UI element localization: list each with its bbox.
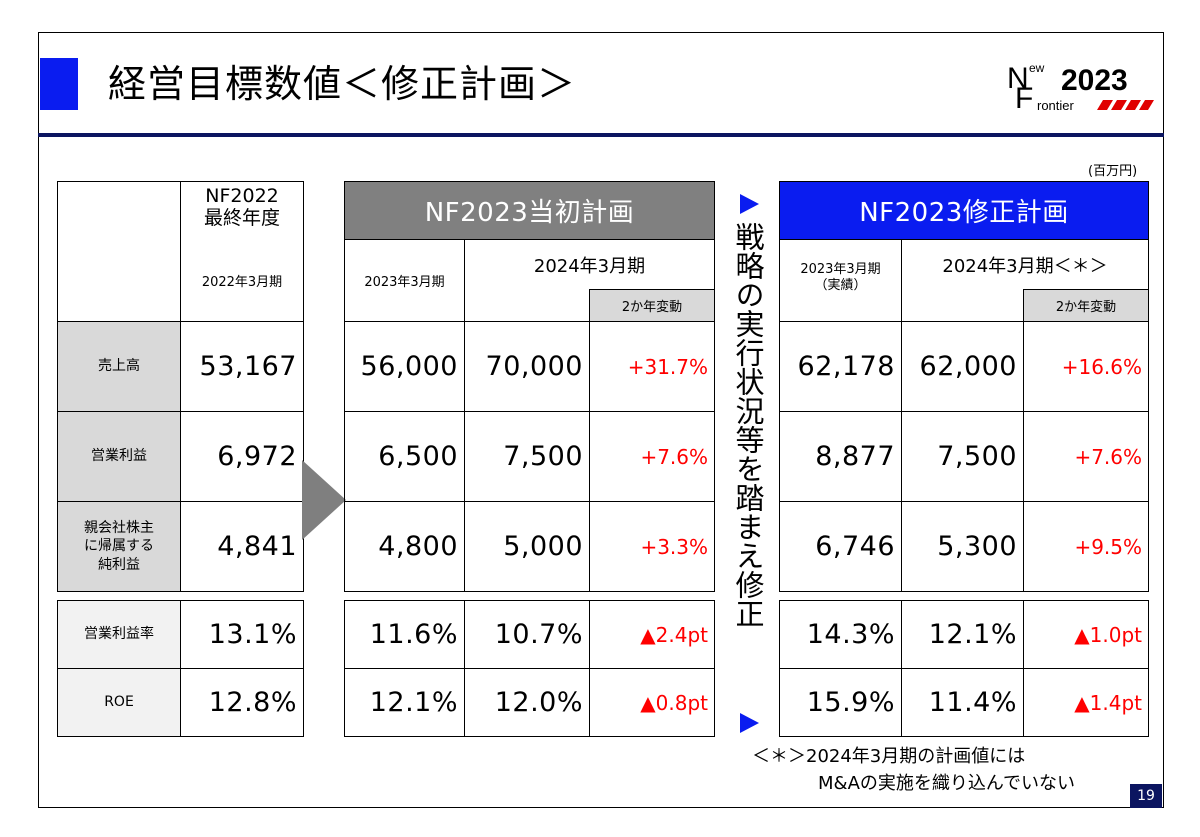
initial-sales-change: +31.7% <box>588 321 716 412</box>
logo-ew: ew <box>1029 61 1045 75</box>
initial-sales-2024: 70,000 <box>464 321 590 412</box>
title-rule <box>38 133 1164 137</box>
logo-f: F <box>1015 82 1033 114</box>
revised-op-profit-2024: 7,500 <box>901 411 1024 502</box>
revised-plan-ratio-table: 14.3% 12.1% ▲1.0pt 15.9% 11.4% ▲1.4pt <box>779 600 1149 737</box>
revised-plan-change-header: 2か年変動 <box>1022 289 1150 322</box>
initial-op-profit-change: +7.6% <box>588 411 716 502</box>
logo-stripe-1 <box>1097 100 1113 110</box>
initial-plan-blank-cell <box>464 289 590 322</box>
revised-roe-2024: 11.4% <box>901 668 1024 737</box>
unit-label: (百万円) <box>1088 164 1138 179</box>
initial-op-profit-2024: 7,500 <box>464 411 590 502</box>
initial-op-profit-2023: 6,500 <box>344 411 465 502</box>
revision-reason-vertical-text: 戦略の実行状況等を踏まえ修正 <box>731 222 765 628</box>
initial-net-profit-2023: 4,800 <box>344 501 465 592</box>
revised-roe-change: ▲1.4pt <box>1023 668 1149 737</box>
triangle-right-icon <box>740 194 759 214</box>
revised-net-profit-change: +9.5% <box>1022 501 1150 592</box>
initial-plan-ratio-table: 11.6% 10.7% ▲2.4pt 12.1% 12.0% ▲0.8pt <box>344 600 715 737</box>
title-accent-square <box>40 58 78 110</box>
initial-roe-change: ▲0.8pt <box>589 668 715 737</box>
nf2022-operating-profit: 6,972 <box>180 411 304 502</box>
nf2022-table: NF2022 最終年度 2022年3月期 売上高 53,167 営業利益 6,9… <box>57 181 304 592</box>
page-number: 19 <box>1130 784 1162 808</box>
nf2023-logo: N ew F 2023 rontier <box>1007 61 1154 114</box>
initial-net-profit-2024: 5,000 <box>464 501 590 592</box>
revised-sales-2023: 62,178 <box>779 321 902 412</box>
nf2022-roe: 12.8% <box>180 668 304 737</box>
revised-op-profit-change: +7.6% <box>1022 411 1150 502</box>
revised-sales-change: +16.6% <box>1022 321 1150 412</box>
initial-plan-col-2024: 2024年3月期 <box>463 239 716 290</box>
logo-stripe-3 <box>1125 100 1141 110</box>
nf2022-sales: 53,167 <box>180 321 304 412</box>
triangle-right-icon <box>740 713 759 733</box>
slide-frame <box>38 32 1164 808</box>
page-title: 経営目標数値＜修正計画＞ <box>108 62 577 106</box>
initial-roe-2023: 12.1% <box>344 668 465 737</box>
revised-net-profit-2023: 6,746 <box>779 501 902 592</box>
initial-margin-change: ▲2.4pt <box>589 600 715 669</box>
footnote-line-2: M&Aの実施を織り込んでいない <box>818 773 1075 794</box>
revised-net-profit-2024: 5,300 <box>901 501 1024 592</box>
initial-roe-2024: 12.0% <box>464 668 590 737</box>
initial-net-profit-change: +3.3% <box>588 501 716 592</box>
revised-plan-col-2023: 2023年3月期 （実績） <box>779 239 902 322</box>
revised-op-profit-2023: 8,877 <box>779 411 902 502</box>
revised-plan-table: NF2023修正計画 2023年3月期 （実績） 2024年3月期＜＊＞ 2か年… <box>778 181 1150 592</box>
nf2022-net-profit: 4,841 <box>180 501 304 592</box>
initial-plan-table: NF2023当初計画 2023年3月期 2024年3月期 2か年変動 56,00… <box>343 181 716 592</box>
revised-plan-col-2024: 2024年3月期＜＊＞ <box>900 239 1150 290</box>
revised-margin-change: ▲1.0pt <box>1023 600 1149 669</box>
nf2022-period: 2022年3月期 <box>180 239 304 322</box>
logo-n: N <box>1007 62 1029 95</box>
nf2022-ratio-table: 営業利益率 13.1% ROE 12.8% <box>57 600 304 737</box>
row-label-sales: 売上高 <box>57 321 181 412</box>
revised-margin-2024: 12.1% <box>901 600 1024 669</box>
row-label-roe: ROE <box>57 668 181 737</box>
revised-plan-band: NF2023修正計画 <box>778 181 1150 240</box>
footnote-line-1: ＜＊＞2024年3月期の計画値には <box>752 746 1026 767</box>
row-label-net-profit: 親会社株主 に帰属する 純利益 <box>57 501 181 592</box>
logo-stripe-4 <box>1139 100 1154 110</box>
nf2022-operating-margin: 13.1% <box>180 600 304 669</box>
initial-margin-2023: 11.6% <box>344 600 465 669</box>
row-label-operating-margin: 営業利益率 <box>57 600 181 669</box>
arrow-right-icon <box>302 460 346 540</box>
initial-plan-col-2023: 2023年3月期 <box>344 239 465 322</box>
logo-rontier: rontier <box>1037 98 1075 113</box>
logo-stripe-2 <box>1111 100 1127 110</box>
nf2022-corner-cell <box>57 181 181 322</box>
revised-roe-2023: 15.9% <box>779 668 902 737</box>
initial-sales-2023: 56,000 <box>344 321 465 412</box>
initial-plan-change-header: 2か年変動 <box>588 289 716 322</box>
revised-margin-2023: 14.3% <box>779 600 902 669</box>
revised-sales-2024: 62,000 <box>901 321 1024 412</box>
initial-plan-band: NF2023当初計画 <box>343 181 716 240</box>
revised-plan-blank-cell <box>901 289 1024 322</box>
logo-year: 2023 <box>1061 64 1128 97</box>
row-label-operating-profit: 営業利益 <box>57 411 181 502</box>
initial-margin-2024: 10.7% <box>464 600 590 669</box>
nf2022-header: NF2022 最終年度 <box>180 181 304 240</box>
